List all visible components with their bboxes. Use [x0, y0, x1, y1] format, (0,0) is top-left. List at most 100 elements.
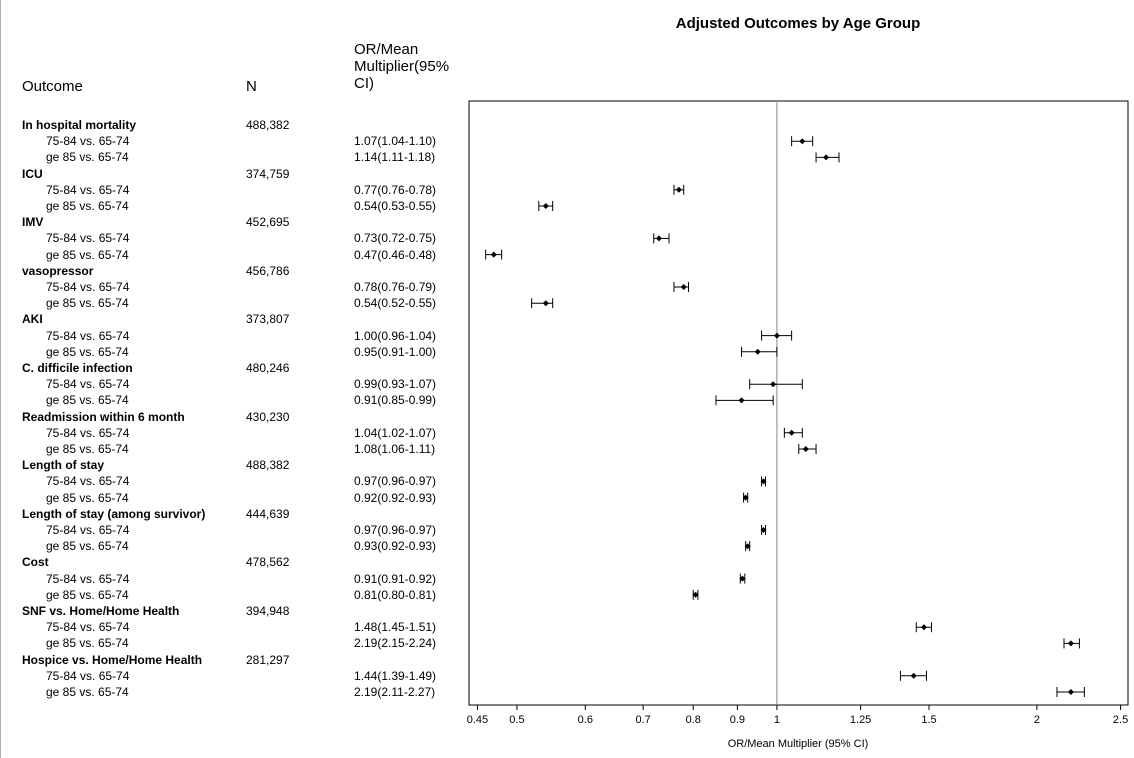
comparison-label: 75-84 vs. 65-74: [46, 377, 130, 392]
comparison-label: 75-84 vs. 65-74: [46, 620, 130, 635]
outcome-n-value: 488,382: [246, 118, 290, 132]
estimate-ci-text: 1.04(1.02-1.07): [354, 425, 437, 440]
point-estimate: [739, 575, 746, 582]
outcome-group-label: Length of stay: [22, 458, 105, 473]
comparison-label: 75-84 vs. 65-74: [46, 182, 130, 197]
x-tick-label: 2: [1034, 714, 1040, 726]
comparison-label: ge 85 vs. 65-74: [46, 442, 129, 456]
outcome-group-label: Hospice vs. Home/Home Health: [22, 652, 203, 667]
estimate-ci-text: 1.00(0.96-1.04): [354, 328, 437, 343]
estimate-ci-text: 1.14(1.11-1.18): [354, 150, 436, 165]
point-estimate: [773, 332, 780, 339]
x-axis: 0.45 0.5 0.6 0.7 0.8 0.9 1 1.25 1.5 2 2.5: [467, 705, 1128, 726]
point-estimate: [738, 397, 745, 404]
comparison-label: 75-84 vs. 65-74: [46, 571, 130, 586]
estimate-ci-text: 1.07(1.04-1.10): [354, 134, 437, 149]
estimate-ci-text: 0.54(0.52-0.55): [354, 296, 437, 311]
left-border: [0, 0, 1, 758]
comparison-label: ge 85 vs. 65-74: [46, 587, 129, 602]
estimate-ci-text: 0.97(0.96-0.97): [354, 523, 437, 537]
outcome-group-label: AKI: [22, 312, 43, 327]
outcome-n-value: 488,382: [246, 458, 290, 473]
comparison-label: ge 85 vs. 65-74: [46, 150, 129, 165]
estimate-ci-text: 0.78(0.76-0.79): [354, 280, 437, 294]
plot-frame: [468, 100, 1129, 706]
point-estimate: [680, 284, 687, 290]
outcome-group-label: In hospital mortality: [22, 118, 137, 132]
outcome-column-header: Outcome: [22, 78, 83, 95]
estimate-ci-text: 0.92(0.92-0.93): [354, 490, 437, 505]
estimate-ci-text: 0.91(0.85-0.99): [354, 393, 437, 408]
point-estimate: [799, 138, 806, 145]
x-tick-label: 0.7: [635, 714, 650, 726]
comparison-label: ge 85 vs. 65-74: [46, 344, 129, 359]
x-tick-label: 1.5: [921, 714, 936, 726]
estimate-ci-text: 0.99(0.93-1.07): [354, 377, 437, 392]
point-estimate: [692, 591, 699, 598]
outcome-n-value: 281,297: [246, 652, 290, 667]
estimate-header-line: CI): [354, 75, 374, 92]
outcome-n-value: 456,786: [246, 263, 290, 278]
estimate-ci-text: 0.95(0.91-1.00): [354, 344, 437, 359]
point-estimate: [1067, 640, 1074, 647]
x-tick-label: 0.6: [578, 714, 593, 726]
estimate-ci-text: 0.97(0.96-0.97): [354, 474, 437, 489]
point-estimate: [1067, 689, 1074, 695]
outcome-group-label: C. difficile infection: [22, 361, 133, 375]
outcome-n-value: 430,230: [246, 409, 290, 424]
outcome-n-value: 478,562: [246, 555, 290, 570]
outcome-group-label: Cost: [22, 555, 49, 570]
comparison-label: 75-84 vs. 65-74: [46, 523, 130, 537]
point-estimate: [655, 235, 662, 242]
outcome-group-label: SNF vs. Home/Home Health: [22, 604, 180, 618]
estimate-ci-text: 0.47(0.46-0.48): [354, 247, 437, 262]
point-estimate: [542, 203, 549, 209]
comparison-label: 75-84 vs. 65-74: [46, 328, 130, 343]
comparison-label: 75-84 vs. 65-74: [46, 134, 130, 149]
comparison-label: ge 85 vs. 65-74: [46, 685, 129, 699]
comparison-label: 75-84 vs. 65-74: [46, 280, 130, 294]
plot-marks: [485, 101, 1085, 705]
point-estimate: [542, 300, 549, 307]
x-tick-label: 0.5: [509, 714, 524, 726]
estimate-ci-text: 0.91(0.91-0.92): [354, 571, 437, 586]
x-tick-label: 2.5: [1113, 714, 1128, 726]
comparison-label: ge 85 vs. 65-74: [46, 393, 129, 408]
estimate-ci-text: 0.81(0.80-0.81): [354, 587, 437, 602]
comparison-label: ge 85 vs. 65-74: [46, 199, 129, 213]
comparison-label: 75-84 vs. 65-74: [46, 231, 130, 246]
x-tick-label: 0.8: [686, 714, 701, 726]
estimate-ci-text: 0.54(0.53-0.55): [354, 199, 437, 213]
point-estimate: [788, 429, 795, 436]
outcome-group-label: vasopressor: [22, 263, 94, 278]
point-estimate: [742, 494, 749, 501]
estimate-header-line: OR/Mean: [354, 41, 419, 58]
comparison-label: ge 85 vs. 65-74: [46, 636, 129, 651]
estimate-ci-text: 1.48(1.45-1.51): [354, 620, 437, 635]
point-estimate: [770, 381, 777, 388]
outcome-group-label: ICU: [22, 166, 43, 181]
point-estimate: [754, 348, 761, 355]
outcome-n-value: 480,246: [246, 361, 290, 375]
chart-title: Adjusted Outcomes by Age Group: [675, 15, 921, 32]
x-tick-label: 1: [774, 714, 780, 726]
point-estimate: [760, 527, 767, 533]
point-estimate: [490, 251, 497, 258]
estimate-ci-text: 0.77(0.76-0.78): [354, 182, 437, 197]
estimate-column-header: OR/Mean Multiplier(95% CI): [354, 41, 449, 92]
estimate-header-line: Multiplier(95%: [354, 58, 450, 75]
comparison-label: ge 85 vs. 65-74: [46, 539, 129, 554]
outcome-n-value: 394,948: [246, 604, 290, 618]
comparison-label: ge 85 vs. 65-74: [46, 247, 129, 262]
estimate-ci-text: 0.93(0.92-0.93): [354, 539, 437, 554]
estimate-ci-text: 2.19(2.11-2.27): [354, 685, 436, 699]
x-tick-label: 1.25: [850, 714, 871, 726]
comparison-label: 75-84 vs. 65-74: [46, 474, 130, 489]
comparison-label: 75-84 vs. 65-74: [46, 668, 130, 683]
n-column-header: N: [246, 78, 257, 95]
estimate-ci-text: 0.73(0.72-0.75): [354, 231, 437, 246]
estimate-ci-text: 2.19(2.15-2.24): [354, 636, 437, 651]
point-estimate: [910, 672, 917, 679]
